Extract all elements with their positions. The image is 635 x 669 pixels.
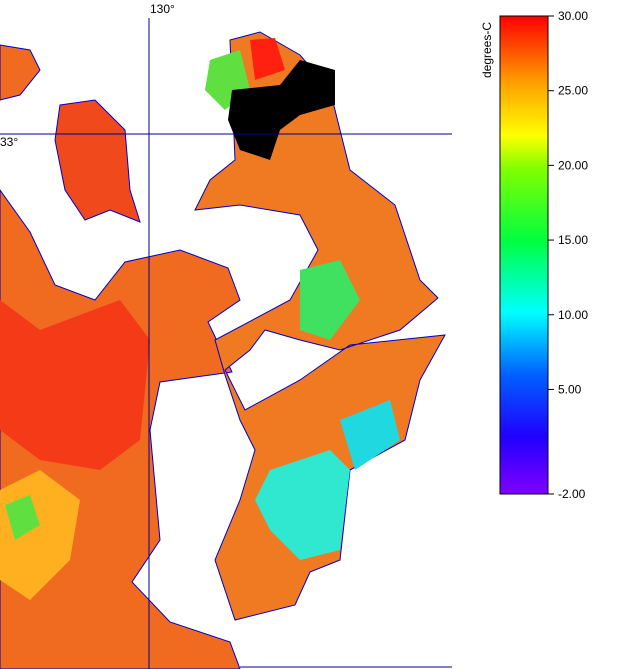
colorbar-title: degrees-C [480,22,494,78]
sea-patch [5,495,40,540]
sea-region [0,44,41,101]
sea-patch [300,260,360,340]
sea-surface [0,31,446,669]
sea-patch [0,300,150,470]
cloud-mask [228,60,335,160]
graticule-label: 33° [0,135,18,149]
colorbar: degrees-C 30.00 25.00 20.00 15.00 10.00 5.00 -… [480,9,588,501]
sea-patch [340,400,400,470]
sea-region [54,99,141,223]
colorbar-scale [499,15,549,495]
tick-label: 20.00 [558,158,588,172]
tick-label: 5.00 [558,382,582,396]
sea-patch [250,38,285,80]
tick-label: 10.00 [558,308,588,322]
graticule-label: 130° [150,2,175,16]
graticule: 130° 33° [0,2,452,669]
tick-label: -2.00 [558,487,586,501]
tick-label: 25.00 [558,84,588,98]
tick-label: 15.00 [558,233,588,247]
tick-label: 30.00 [558,9,588,23]
sea-patch [255,450,350,560]
